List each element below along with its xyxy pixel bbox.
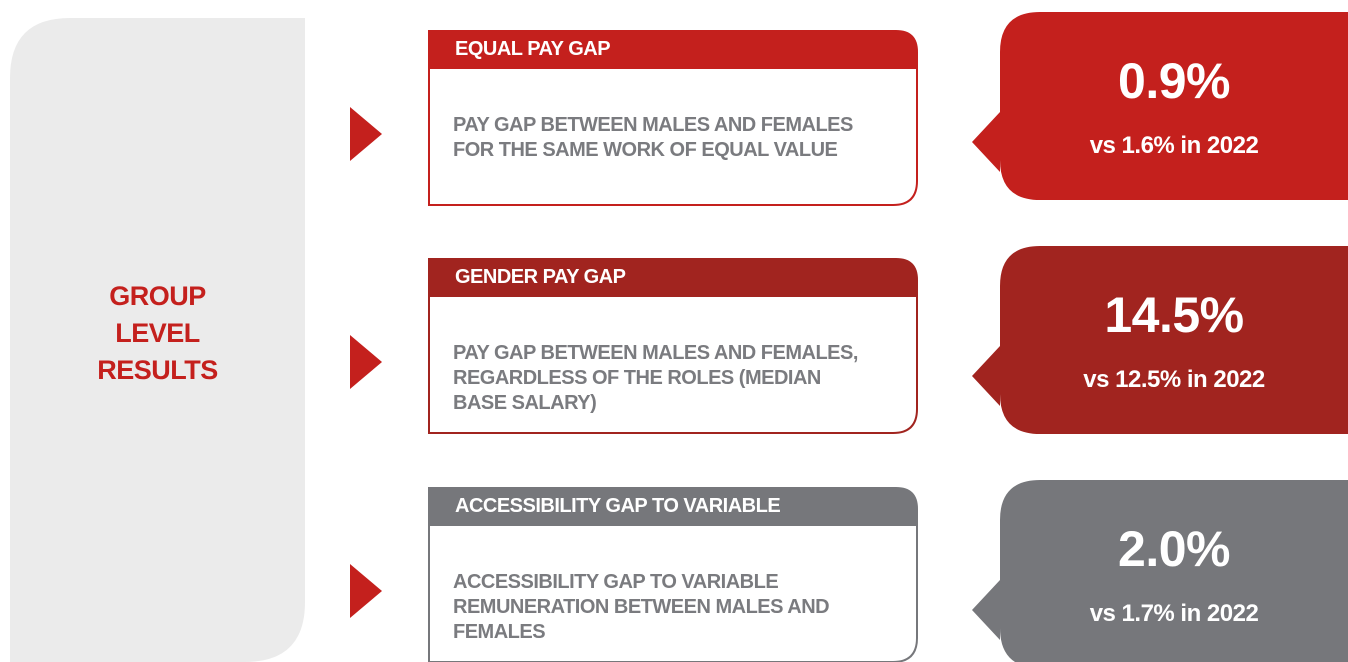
card-title: EQUAL PAY GAP: [455, 38, 611, 60]
card-header: [428, 258, 918, 297]
sidebar-panel: [10, 18, 305, 662]
text-line: ACCESSIBILITY GAP TO VARIABLE: [453, 571, 779, 593]
card-title: GENDER PAY GAP: [455, 266, 626, 288]
text-line: LEVEL: [115, 318, 200, 348]
comparison: vs 1.6% in 2022: [1089, 132, 1259, 159]
comparison: vs 12.5% in 2022: [1083, 366, 1265, 393]
text-line: PAY GAP BETWEEN MALES AND FEMALES,: [453, 342, 858, 364]
text-line: GROUP: [109, 281, 206, 311]
card-body: [428, 69, 918, 206]
value-box: [972, 480, 1348, 662]
text-line: REGARDLESS OF THE ROLES (MEDIAN: [453, 367, 821, 389]
card-title: ACCESSIBILITY GAP TO VARIABLE: [455, 495, 781, 517]
arrow: [350, 107, 382, 161]
text-line: RESULTS: [97, 355, 218, 385]
text-line: REMUNERATION BETWEEN MALES AND: [453, 596, 830, 618]
text-line: FEMALES: [453, 621, 546, 643]
text-line: PAY GAP BETWEEN MALES AND FEMALES: [453, 114, 853, 136]
card-description: PAY GAP BETWEEN MALES AND FEMALES FOR THE…: [453, 113, 853, 163]
card-description: PAY GAP BETWEEN MALES AND FEMALES, REGARD…: [453, 341, 858, 416]
value: 0.9%: [1118, 53, 1230, 109]
value: 2.0%: [1118, 521, 1230, 577]
card-description: ACCESSIBILITY GAP TO VARIABLE REMUNERATIO…: [453, 570, 830, 645]
value-box: [972, 12, 1348, 200]
arrow: [350, 564, 382, 618]
text-line: BASE SALARY): [453, 392, 597, 414]
text-line: FOR THE SAME WORK OF EQUAL VALUE: [453, 139, 838, 161]
card-header: [428, 487, 918, 526]
value-box: [972, 246, 1348, 434]
comparison: vs 1.7% in 2022: [1089, 600, 1259, 627]
card-header: [428, 30, 918, 69]
card-body: [428, 297, 918, 434]
arrow: [350, 335, 382, 389]
value: 14.5%: [1104, 287, 1244, 343]
sidebar-label: GROUP LEVEL RESULTS: [10, 278, 305, 389]
